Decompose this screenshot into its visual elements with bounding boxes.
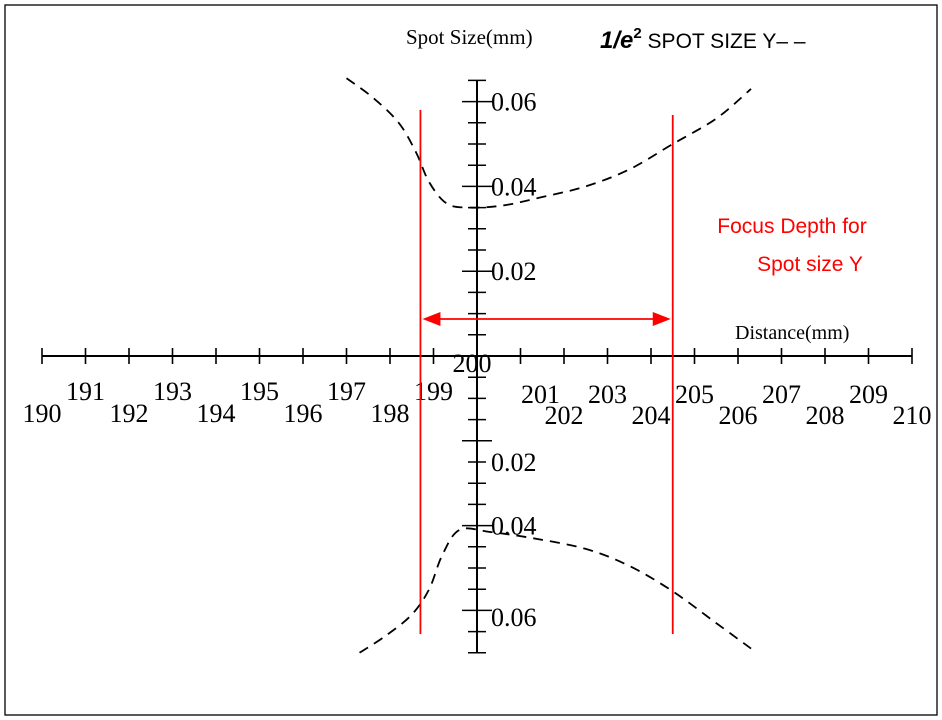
x-tick-label: 205	[675, 380, 714, 409]
x-tick-label: 207	[762, 380, 801, 409]
x-tick-label: 209	[849, 380, 888, 409]
y-tick-label-upper: 0.02	[491, 257, 537, 286]
chart-title-sup: 2	[633, 25, 641, 42]
series-line-upper	[345, 77, 752, 209]
axes: 1901911921931941951961971981992002012022…	[23, 79, 932, 654]
x-tick-label: 202	[545, 401, 584, 430]
x-tick-label: 194	[197, 399, 236, 428]
x-tick-label: 190	[23, 399, 62, 428]
x-tick-label: 191	[66, 377, 105, 406]
y-axis-label: Spot Size(mm)	[406, 25, 533, 49]
y-tick-label-upper: 0.06	[491, 88, 537, 117]
x-tick-label: 203	[588, 380, 627, 409]
annotation-layer	[419, 110, 674, 634]
x-tick-label: 196	[284, 399, 323, 428]
series-layer	[345, 77, 752, 654]
x-tick-label: 198	[371, 399, 410, 428]
focus-depth-line-2: Spot size Y	[757, 253, 863, 276]
x-tick-label: 193	[153, 377, 192, 406]
x-axis-label: Distance(mm)	[735, 322, 849, 344]
x-tick-label: 192	[110, 399, 149, 428]
focus-depth-line-1: Focus Depth for	[717, 215, 866, 238]
x-tick-label: 210	[893, 401, 932, 430]
x-tick-label: 206	[719, 401, 758, 430]
x-tick-label: 200	[453, 349, 492, 378]
y-tick-label-upper: 0.04	[491, 172, 537, 201]
focus-depth-arrowhead-right	[652, 312, 671, 326]
x-tick-label: 197	[327, 377, 366, 406]
focus-depth-arrowhead-left	[422, 312, 441, 326]
chart-title: 1/e2 SPOT SIZE Y– –	[600, 25, 806, 54]
x-tick-label: 208	[806, 401, 845, 430]
series-line-lower	[359, 527, 752, 654]
chart-title-rest: SPOT SIZE Y– –	[642, 30, 806, 53]
y-tick-label-lower: 0.04	[491, 512, 537, 541]
x-tick-label: 204	[632, 401, 671, 430]
y-tick-label-lower: 0.06	[491, 603, 537, 632]
chart-title-main: 1/e	[600, 27, 633, 54]
x-tick-label: 201	[521, 380, 560, 409]
y-tick-label-lower: 0.02	[491, 448, 537, 477]
x-tick-label: 195	[240, 377, 279, 406]
